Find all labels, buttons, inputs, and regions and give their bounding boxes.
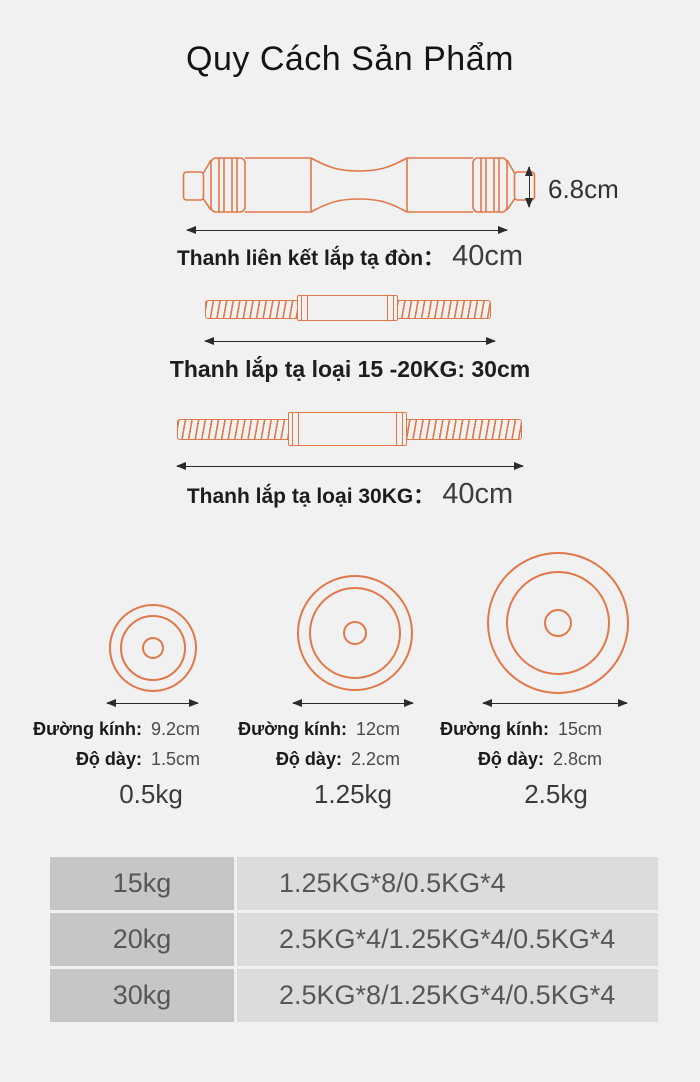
grip-collar-right: [396, 413, 403, 445]
caption-30kg: Thanh lắp tạ loại 30KG： 40cm: [0, 478, 700, 511]
grip-collar-left: [301, 296, 308, 320]
diameter-label: Đường kính:: [238, 719, 347, 739]
plate-weight-0-5kg: 0.5kg: [119, 779, 183, 809]
caption-30kg-value: 40cm: [442, 478, 514, 510]
plate-weight-1-25kg: 1.25kg: [313, 779, 393, 809]
grip-collar-right: [387, 296, 394, 320]
diameter-value: 15cm: [557, 719, 602, 739]
diameter-row: Đường kính: 9.2cm: [10, 719, 200, 740]
length-arrow-connector: [186, 226, 508, 234]
height-dimension-arrow: [525, 166, 533, 208]
thickness-row: Độ dày: 1.5cm: [10, 749, 200, 770]
weight-combination-table: 15kg 1.25KG*8/0.5KG*4 20kg 2.5KG*4/1.25K…: [50, 857, 658, 1025]
set-weight-cell: 20kg: [50, 913, 234, 966]
thickness-value: 2.8cm: [552, 749, 602, 769]
grip-collar-left: [292, 413, 299, 445]
diameter-arrow-2-5kg: [482, 699, 628, 707]
table-row: 20kg 2.5KG*4/1.25KG*4/0.5KG*4: [50, 913, 658, 966]
caption-15-20kg: Thanh lắp tạ loại 15 -20KG: 30cm: [0, 356, 700, 383]
length-arrow-30kg: [176, 462, 524, 470]
plate-hole: [544, 609, 572, 637]
diameter-label: Đường kính:: [440, 719, 549, 739]
combo-cell: 2.5KG*4/1.25KG*4/0.5KG*4: [237, 913, 658, 966]
diameter-label: Đường kính:: [33, 719, 142, 739]
caption-30kg-label: Thanh lắp tạ loại 30KG：: [186, 485, 435, 508]
plate-inner-ring: [120, 615, 186, 681]
plate-specs-2-5kg: Đường kính: 15cm Độ dày: 2.8cm: [412, 719, 602, 779]
plate-specs-0-5kg: Đường kính: 9.2cm Độ dày: 1.5cm: [10, 719, 200, 779]
caption-connector-label: Thanh liên kết lắp tạ đòn：: [176, 247, 445, 270]
plate-weight-2-5kg: 2.5kg: [524, 779, 588, 809]
diameter-row: Đường kính: 12cm: [210, 719, 400, 740]
combo-cell: 1.25KG*8/0.5KG*4: [237, 857, 658, 910]
set-weight-cell: 30kg: [50, 969, 234, 1022]
thickness-label: Độ dày:: [75, 749, 142, 769]
table-row: 15kg 1.25KG*8/0.5KG*4: [50, 857, 658, 910]
plate-inner-ring: [506, 571, 610, 675]
grip-30kg: [288, 412, 407, 446]
set-weight-cell: 15kg: [50, 857, 234, 910]
diameter-value: 12cm: [355, 719, 400, 739]
plate-inner-ring: [309, 587, 401, 679]
thickness-value: 1.5cm: [150, 749, 200, 769]
thickness-label: Độ dày:: [477, 749, 544, 769]
plate-specs-1-25kg: Đường kính: 12cm Độ dày: 2.2cm: [210, 719, 400, 779]
caption-connector: Thanh liên kết lắp tạ đòn： 40cm: [0, 240, 700, 273]
page-title: Quy Cách Sản Phẩm: [186, 40, 514, 78]
thickness-value: 2.2cm: [350, 749, 400, 769]
table-row: 30kg 2.5KG*8/1.25KG*4/0.5KG*4: [50, 969, 658, 1022]
caption-15-20kg-text: Thanh lắp tạ loại 15 -20KG: 30cm: [169, 356, 531, 382]
grip-15-20kg: [297, 295, 398, 321]
diameter-arrow-1-25kg: [292, 699, 414, 707]
combo-cell: 2.5KG*8/1.25KG*4/0.5KG*4: [237, 969, 658, 1022]
length-arrow-15-20kg: [204, 337, 496, 345]
height-dimension-text: 6.8cm: [548, 174, 619, 204]
thickness-label: Độ dày:: [275, 749, 342, 769]
thickness-row: Độ dày: 2.2cm: [210, 749, 400, 770]
plate-hole: [343, 621, 367, 645]
plate-hole: [142, 637, 164, 659]
plate-2-5kg-drawing: [487, 552, 629, 694]
diameter-value: 9.2cm: [150, 719, 200, 739]
caption-connector-value: 40cm: [452, 240, 524, 272]
plate-0-5kg-drawing: [109, 604, 197, 692]
diameter-row: Đường kính: 15cm: [412, 719, 602, 740]
diameter-arrow-0-5kg: [106, 699, 199, 707]
plate-1-25kg-drawing: [297, 575, 413, 691]
thickness-row: Độ dày: 2.8cm: [412, 749, 602, 770]
connector-bar-drawing: [182, 157, 536, 213]
